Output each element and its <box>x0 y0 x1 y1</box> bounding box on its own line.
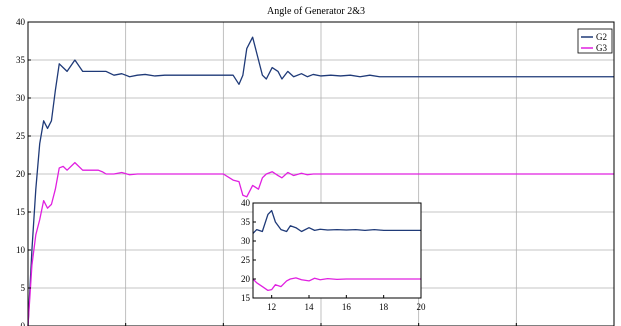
main-y-tick-label-2: 10 <box>16 245 26 255</box>
inset-plot-area <box>253 203 421 298</box>
legend-box <box>577 28 613 54</box>
main-y-tick-label-1: 5 <box>21 283 26 293</box>
inset-x-tick-label-0: 12 <box>267 302 276 312</box>
main-y-tick-label-6: 30 <box>16 93 26 103</box>
legend-label-g3: G3 <box>596 43 607 53</box>
chart-title: Angle of Generator 2&3 <box>267 6 365 17</box>
main-y-tick-label-0: 0 <box>21 321 26 326</box>
inset-x-tick-label-1: 14 <box>305 302 315 312</box>
inset-y-tick-label-4: 35 <box>241 217 251 227</box>
main-y-tick-label-5: 25 <box>16 131 26 141</box>
main-series-line-g2 <box>27 36 614 326</box>
inset-y-tick-label-2: 25 <box>241 255 251 265</box>
inset-plot-frame <box>252 202 422 299</box>
inset-x-tick-label-4: 20 <box>417 302 427 312</box>
main-y-tick-label-8: 40 <box>16 17 26 27</box>
inset-series-line-g3 <box>252 277 421 292</box>
inset-x-tick-label-2: 16 <box>342 302 352 312</box>
inset-y-tick-label-3: 30 <box>241 236 251 246</box>
inset-y-tick-label-0: 15 <box>241 293 251 303</box>
inset-y-tick-label-1: 20 <box>241 274 251 284</box>
main-series-line-g3 <box>27 161 614 326</box>
inset-series-line-g2 <box>252 209 421 234</box>
inset-plot: 15 20 25 30 35 40 12 14 16 18 20 <box>241 198 426 312</box>
main-y-tick-label-3: 15 <box>16 207 26 217</box>
inset-y-tick-label-5: 40 <box>241 198 251 208</box>
inset-x-tick-label-3: 18 <box>379 302 389 312</box>
main-y-tick-label-7: 35 <box>16 55 26 65</box>
main-y-tick-label-4: 20 <box>16 169 26 179</box>
legend-label-g2: G2 <box>596 32 607 42</box>
